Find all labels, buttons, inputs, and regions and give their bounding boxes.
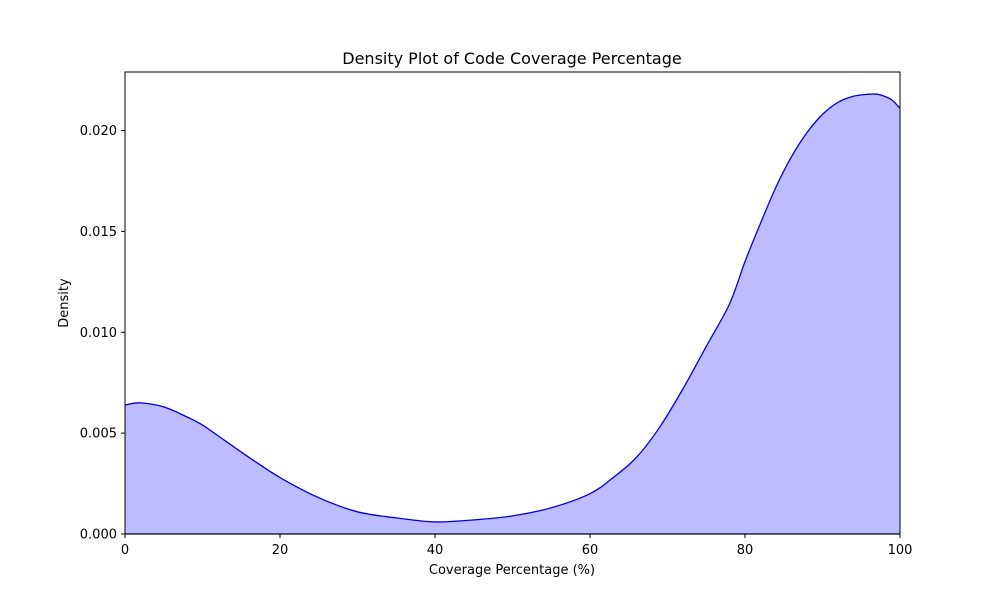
x-tick-label: 0 <box>121 543 129 558</box>
x-axis-label: Coverage Percentage (%) <box>429 563 595 578</box>
x-tick-label: 40 <box>427 543 444 558</box>
chart-title: Density Plot of Code Coverage Percentage <box>342 49 681 68</box>
y-tick-label: 0.005 <box>80 427 117 442</box>
density-area-fill <box>125 93 900 534</box>
y-tick-label: 0.000 <box>80 528 117 543</box>
y-tick-label: 0.010 <box>80 326 117 341</box>
x-tick-label: 80 <box>737 543 754 558</box>
x-tick-label: 60 <box>582 543 599 558</box>
x-axis-ticks: 0 20 40 60 80 100 <box>121 534 913 558</box>
axes-frame <box>124 71 901 535</box>
y-axis-ticks: 0.000 0.005 0.010 0.015 0.020 <box>80 124 125 543</box>
y-tick-label: 0.015 <box>80 225 117 240</box>
density-curve-line <box>124 93 901 523</box>
y-tick-label: 0.020 <box>80 124 117 139</box>
y-axis-label: Density <box>57 278 72 328</box>
x-tick-label: 100 <box>888 543 913 558</box>
x-tick-label: 20 <box>272 543 289 558</box>
